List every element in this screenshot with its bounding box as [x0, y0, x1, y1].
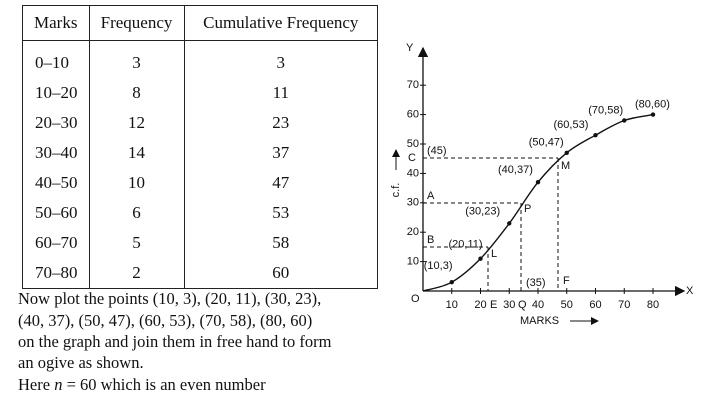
paragraph-line: an ogive as shown.	[18, 353, 144, 372]
point-label: (40,37)	[498, 164, 533, 176]
x-tick-label: 50	[561, 299, 573, 311]
table-cell: 40–50	[22, 168, 90, 198]
point-letter: (35)	[526, 277, 546, 289]
text: = 60 which is an even number	[62, 375, 266, 394]
y-tick-label: 30	[407, 197, 419, 209]
table-cell: 3	[88, 40, 185, 78]
table-cell: 0–10	[22, 40, 90, 78]
point-label: (50,47)	[529, 137, 564, 149]
table-cell: 14	[88, 138, 185, 168]
point-letter: L	[491, 248, 497, 260]
header-cell: Marks	[22, 5, 90, 41]
table-cell: 5	[88, 228, 185, 258]
data-point	[650, 112, 656, 117]
table-cell: 3	[183, 40, 379, 78]
x-tick-label: 60	[589, 299, 601, 311]
table-cell: 8	[88, 78, 185, 108]
x-tick-label: 40	[532, 299, 544, 311]
data-point	[449, 279, 454, 285]
y-tick-label: 50	[407, 138, 419, 150]
data-point	[564, 150, 569, 156]
text: Here	[18, 375, 55, 394]
y-tick-label: 70	[407, 79, 419, 91]
point-letter: Q	[518, 299, 527, 311]
y-tick-label: 60	[407, 109, 419, 121]
x-axis-title: MARKS	[520, 315, 559, 327]
table-cell: 47	[183, 168, 379, 198]
point-label: (80,60)	[635, 99, 670, 111]
point-letter: (45)	[427, 145, 447, 157]
table-cell: 53	[183, 198, 379, 228]
paragraph-line: on the graph and join them in free hand …	[18, 332, 332, 351]
table-cell: 60	[183, 258, 379, 289]
point-label: (30,23)	[465, 205, 500, 217]
table-cell: 30–40	[22, 138, 90, 168]
table-cell: 11	[183, 78, 379, 108]
data-point	[535, 180, 541, 185]
point-letter: M	[561, 160, 570, 172]
data-point	[622, 118, 627, 123]
point-letter: P	[524, 203, 531, 215]
point-label: (60,53)	[554, 119, 589, 131]
header-cell: Cumulative Frequency	[183, 5, 379, 41]
y-axis-title: c.f.	[390, 183, 402, 198]
table-cell: 10–20	[22, 78, 90, 108]
header-cell: Frequency	[88, 5, 185, 41]
frequency-table: Marks Frequency Cumulative Frequency 0–1…	[22, 5, 379, 289]
table-cell: 23	[183, 108, 379, 138]
paragraph-line: Now plot the points (10, 3), (20, 11), (…	[18, 289, 322, 308]
axis-letter: Y	[406, 42, 414, 54]
text: n	[54, 375, 63, 394]
table-cell: 20–30	[22, 108, 90, 138]
point-label: (20,11)	[449, 239, 483, 251]
point-letter: C	[408, 152, 416, 164]
table-cell: 12	[88, 108, 185, 138]
paragraph-line: Here n = 60 which is an even number	[18, 375, 266, 395]
point-letter: F	[563, 275, 570, 287]
y-tick-label: 20	[407, 226, 419, 238]
paragraph-line: (40, 37), (50, 47), (60, 53), (70, 58), …	[18, 311, 313, 330]
x-tick-label: 10	[446, 299, 458, 311]
data-point	[593, 132, 598, 138]
table-cell: 6	[88, 198, 185, 228]
data-point	[507, 221, 512, 226]
axis-letter: X	[686, 285, 694, 297]
x-tick-label: 30	[503, 299, 515, 311]
table-cell: 50–60	[22, 198, 90, 228]
origin-label: O	[411, 293, 420, 305]
data-point	[478, 256, 483, 261]
y-tick-label: 10	[407, 256, 419, 268]
x-tick-label: 80	[647, 299, 659, 311]
point-label: (70,58)	[588, 104, 623, 116]
table-cell: 60–70	[22, 228, 90, 258]
table-cell: 37	[183, 138, 379, 168]
point-letter: B	[427, 234, 434, 246]
point-letter: E	[490, 299, 497, 311]
point-label: (10,3)	[424, 260, 453, 272]
x-tick-label: 70	[618, 299, 630, 311]
table-cell: 58	[183, 228, 379, 258]
x-tick-label: 20	[474, 299, 486, 311]
y-tick-label: 40	[407, 167, 419, 179]
point-letter: A	[427, 190, 435, 202]
